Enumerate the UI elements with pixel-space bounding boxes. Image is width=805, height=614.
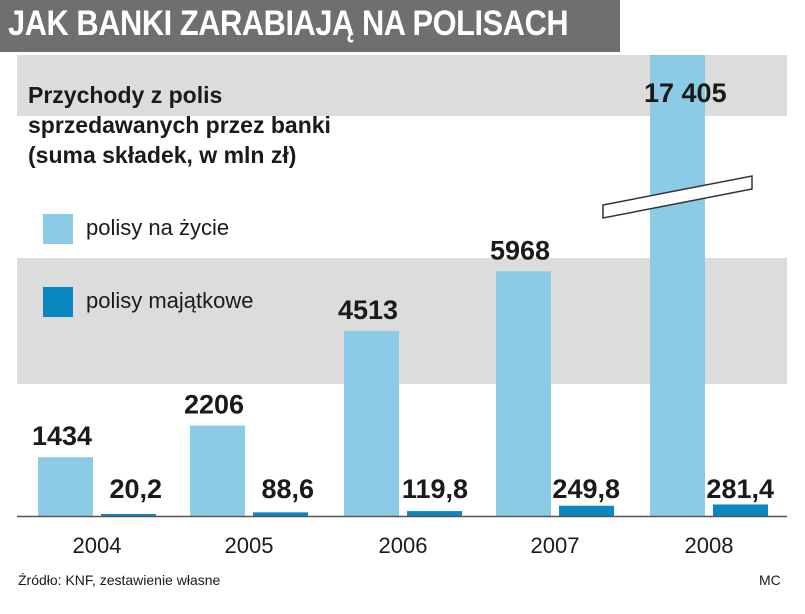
chart-title-line: sprzedawanych przez banki [28, 112, 331, 138]
data-label-property: 249,8 [552, 474, 620, 504]
bar-property [101, 514, 156, 516]
legend-swatch-life [43, 214, 73, 244]
chart-title: Przychody z polis sprzedawanych przez ba… [28, 80, 331, 170]
bar-life [496, 271, 551, 516]
bar-property [559, 505, 614, 516]
x-tick-label: 2005 [225, 533, 274, 558]
x-tick-label: 2008 [685, 533, 734, 558]
data-label-property: 281,4 [706, 474, 774, 504]
bar-life [190, 425, 245, 516]
chart-title-line: (suma składek, w mln zł) [28, 142, 297, 168]
source-note: Źródło: KNF, zestawienie własne [18, 572, 221, 588]
data-label-life: 1434 [32, 421, 92, 451]
data-label-life: 4513 [338, 295, 398, 325]
bar-property [407, 511, 462, 516]
legend-swatch-property [43, 287, 73, 317]
axis-break-marker [602, 175, 753, 219]
title-background [0, 0, 620, 52]
data-label-life: 2206 [184, 390, 244, 420]
bar-life [38, 457, 93, 516]
page-title: JAK BANKI ZARABIAJĄ NA POLISACH [8, 4, 569, 43]
legend-label-property: polisy majątkowe [86, 288, 254, 313]
bar-life [650, 55, 705, 516]
legend-label-life: polisy na życie [86, 215, 230, 240]
x-tick-label: 2006 [379, 533, 428, 558]
bar-property [713, 504, 768, 516]
chart-title-line: Przychody z polis [28, 82, 223, 108]
data-label-life: 17 405 [644, 78, 727, 108]
bar-life [344, 330, 399, 516]
data-label-property: 88,6 [261, 474, 314, 504]
bar-property [253, 512, 308, 516]
title-bar: JAK BANKI ZARABIAJĄ NA POLISACH [0, 0, 805, 52]
x-tick-label: 2004 [73, 533, 122, 558]
x-tick-label: 2007 [531, 533, 580, 558]
data-label-property: 119,8 [402, 474, 468, 504]
author-initials: MC [759, 572, 781, 588]
data-label-property: 20,2 [109, 474, 162, 504]
data-label-life: 5968 [490, 235, 550, 265]
